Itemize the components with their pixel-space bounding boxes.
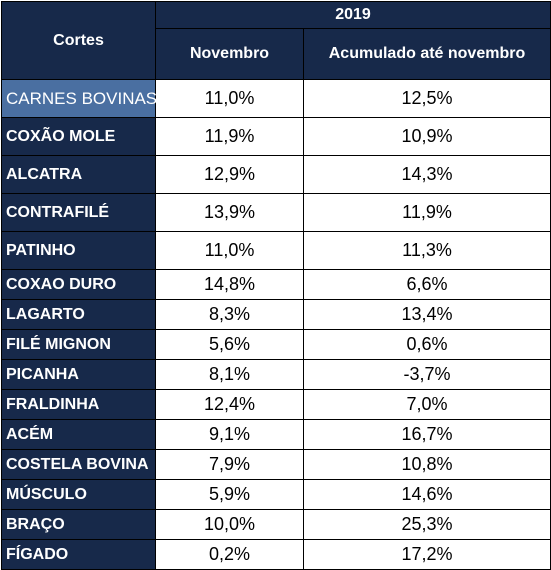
acumulado-value-cell: 10,8% (303, 449, 551, 480)
header-row-year: Cortes 2019 (1, 1, 551, 80)
novembro-value-cell: 12,4% (155, 389, 304, 420)
header-row-columns: Novembro Acumulado até novembro (2, 28, 551, 80)
novembro-value-cell: 7,9% (155, 449, 304, 480)
acumulado-header: Acumulado até novembro (303, 28, 551, 80)
cut-name-cell: COSTELA BOVINA (1, 449, 156, 480)
cut-name-cell: COXAO DURO (1, 269, 156, 300)
cut-name-cell[interactable]: CARNES BOVINAS (1, 79, 157, 118)
cut-name-cell: MÚSCULO (1, 479, 156, 510)
novembro-value-cell: 12,9% (155, 155, 304, 194)
table-row: COXAO DURO 14,8% 6,6% (1, 269, 551, 300)
acumulado-value-cell: 14,6% (303, 479, 551, 510)
table-row: ALCATRA 12,9% 14,3% (1, 155, 551, 194)
cut-name-cell: PATINHO (1, 231, 156, 270)
cut-name-cell: FRALDINHA (1, 389, 156, 420)
novembro-value-cell: 8,3% (155, 299, 304, 330)
acumulado-value-cell: 25,3% (303, 509, 551, 540)
acumulado-value-cell: 7,0% (303, 389, 551, 420)
novembro-value-cell: 5,6% (155, 329, 304, 360)
acumulado-value-cell: 17,2% (303, 539, 551, 570)
novembro-value-cell: 0,2% (155, 539, 304, 570)
table-row: BRAÇO 10,0% 25,3% (1, 509, 551, 540)
table-row: LAGARTO 8,3% 13,4% (1, 299, 551, 330)
acumulado-value-cell: 6,6% (303, 269, 551, 300)
table-row: FILÉ MIGNON 5,6% 0,6% (1, 329, 551, 360)
cut-name-cell: FILÉ MIGNON (1, 329, 156, 360)
table-row: COXÃO MOLE 11,9% 10,9% (1, 117, 551, 156)
cut-name-cell: PICANHA (1, 359, 156, 390)
cut-name-cell: BRAÇO (1, 509, 156, 540)
cut-name-cell: ALCATRA (1, 155, 156, 194)
table-row: CONTRAFILÉ 13,9% 11,9% (1, 193, 551, 232)
cut-name-cell: CONTRAFILÉ (1, 193, 156, 232)
acumulado-value-cell: 16,7% (303, 419, 551, 450)
acumulado-value-cell: 12,5% (303, 79, 551, 118)
table-row: PICANHA 8,1% -3,7% (1, 359, 551, 390)
year-header: 2019 (155, 1, 551, 29)
table-row: PATINHO 11,0% 11,3% (1, 231, 551, 270)
table-row: ACÉM 9,1% 16,7% (1, 419, 551, 450)
novembro-value-cell: 11,9% (155, 117, 304, 156)
cut-name-cell: COXÃO MOLE (1, 117, 156, 156)
acumulado-value-cell: 13,4% (303, 299, 551, 330)
table-row: FÍGADO 0,2% 17,2% (1, 539, 551, 570)
novembro-value-cell: 9,1% (155, 419, 304, 450)
acumulado-value-cell: -3,7% (303, 359, 551, 390)
acumulado-value-cell: 0,6% (303, 329, 551, 360)
novembro-header: Novembro (155, 28, 304, 80)
acumulado-value-cell: 14,3% (303, 155, 551, 194)
novembro-value-cell: 14,8% (155, 269, 304, 300)
cortes-header: Cortes (1, 1, 156, 80)
acumulado-value-cell: 10,9% (303, 117, 551, 156)
novembro-value-cell: 11,0% (155, 231, 304, 270)
acumulado-value-cell: 11,3% (303, 231, 551, 270)
table-row: CARNES BOVINAS 11,0% 12,5% (1, 79, 551, 118)
table-row: COSTELA BOVINA 7,9% 10,8% (1, 449, 551, 480)
novembro-value-cell: 5,9% (155, 479, 304, 510)
novembro-value-cell: 8,1% (155, 359, 304, 390)
table-row: MÚSCULO 5,9% 14,6% (1, 479, 551, 510)
novembro-value-cell: 10,0% (155, 509, 304, 540)
acumulado-value-cell: 11,9% (303, 193, 551, 232)
cut-name-cell: FÍGADO (1, 539, 156, 570)
novembro-value-cell: 13,9% (155, 193, 304, 232)
cut-name-cell: ACÉM (1, 419, 156, 450)
novembro-value-cell: 11,0% (155, 79, 304, 118)
table-row: FRALDINHA 12,4% 7,0% (1, 389, 551, 420)
cut-name-cell: LAGARTO (1, 299, 156, 330)
